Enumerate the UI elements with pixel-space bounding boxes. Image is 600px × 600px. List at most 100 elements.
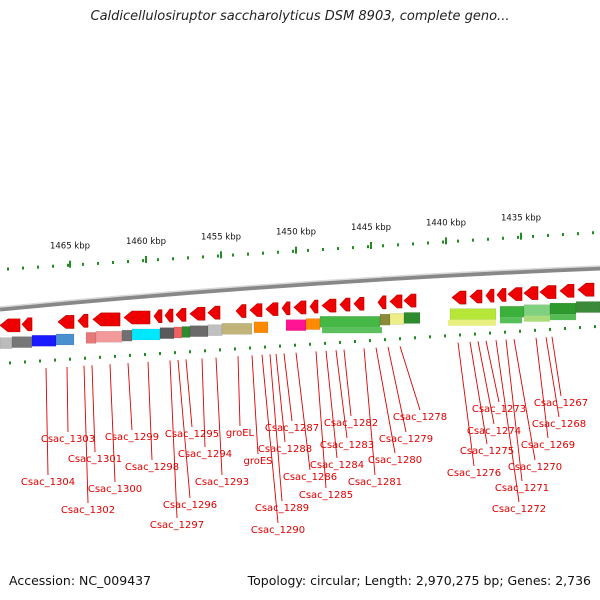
gene-arrow[interactable]: [353, 296, 365, 311]
feature-bar[interactable]: [550, 314, 576, 321]
gene-arrow[interactable]: [403, 293, 417, 308]
gene-label[interactable]: Csac_1284: [310, 460, 364, 471]
gene-label[interactable]: Csac_1288: [258, 444, 312, 455]
gene-label[interactable]: Csac_1289: [255, 503, 309, 514]
gene-label[interactable]: Csac_1269: [521, 440, 575, 451]
gene-arrow[interactable]: [321, 298, 337, 313]
gene-label[interactable]: Csac_1287: [265, 423, 319, 434]
gene-arrow[interactable]: [577, 282, 595, 297]
feature-bar[interactable]: [95, 330, 123, 343]
gene-label[interactable]: Csac_1299: [105, 432, 159, 443]
gene-arrow[interactable]: [507, 287, 523, 301]
feature-bar[interactable]: [319, 316, 381, 328]
gene-label[interactable]: Csac_1268: [532, 419, 586, 430]
gene-label[interactable]: Csac_1302: [61, 505, 115, 516]
gene-arrow[interactable]: [92, 312, 121, 327]
gene-arrow[interactable]: [496, 288, 507, 302]
feature-bar[interactable]: [221, 323, 253, 335]
feature-bar[interactable]: [524, 315, 550, 322]
gene-label[interactable]: groEL: [226, 428, 255, 439]
gene-arrow[interactable]: [469, 289, 483, 304]
feature-bar[interactable]: [285, 319, 307, 331]
gene-label[interactable]: Csac_1286: [283, 472, 337, 483]
gene-label[interactable]: Csac_1304: [21, 477, 75, 488]
gene-arrow[interactable]: [339, 297, 351, 312]
feature-bar[interactable]: [55, 333, 75, 346]
feature-bar[interactable]: [0, 337, 13, 349]
feature-bar[interactable]: [31, 335, 57, 347]
gene-arrow[interactable]: [523, 286, 539, 300]
gene-label[interactable]: Csac_1272: [492, 504, 546, 515]
feature-bar[interactable]: [207, 324, 223, 336]
gene-label[interactable]: Csac_1301: [68, 454, 122, 465]
gene-arrow[interactable]: [485, 288, 495, 303]
gene-label[interactable]: Csac_1303: [41, 434, 95, 445]
feature-bar[interactable]: [403, 312, 421, 324]
feature-bar[interactable]: [305, 318, 321, 330]
gene-label[interactable]: Csac_1298: [125, 462, 179, 473]
feature-bar[interactable]: [253, 321, 269, 334]
feature-bar[interactable]: [379, 313, 391, 326]
feature-bar[interactable]: [500, 317, 522, 324]
gene-label[interactable]: Csac_1294: [178, 449, 232, 460]
feature-bar[interactable]: [173, 326, 183, 339]
gene-label[interactable]: Csac_1293: [195, 477, 249, 488]
gene-label[interactable]: Csac_1296: [163, 500, 217, 511]
gene-label[interactable]: Csac_1281: [348, 477, 402, 488]
gene-label[interactable]: Csac_1295: [165, 429, 219, 440]
feature-bar[interactable]: [121, 329, 133, 342]
feature-bar[interactable]: [131, 328, 161, 341]
feature-bar[interactable]: [181, 326, 191, 338]
feature-bar[interactable]: [189, 325, 209, 337]
gene-label[interactable]: Csac_1290: [251, 525, 305, 536]
gene-arrow[interactable]: [281, 301, 291, 316]
gene-label[interactable]: groES: [243, 456, 272, 467]
feature-bar[interactable]: [85, 332, 97, 344]
feature-bar[interactable]: [523, 304, 551, 316]
gene-label[interactable]: Csac_1300: [88, 484, 142, 495]
gene-arrow[interactable]: [293, 300, 307, 315]
gene-arrow[interactable]: [235, 304, 247, 318]
feature-bar[interactable]: [11, 336, 33, 348]
gene-arrow[interactable]: [309, 299, 319, 314]
feature-bar[interactable]: [389, 313, 405, 325]
gene-arrow[interactable]: [265, 302, 279, 316]
gene-arrow[interactable]: [57, 315, 75, 329]
gene-label[interactable]: Csac_1267: [534, 398, 588, 409]
gene-arrow[interactable]: [0, 318, 21, 333]
feature-bar[interactable]: [449, 308, 497, 320]
gene-arrow[interactable]: [377, 295, 387, 310]
gene-label[interactable]: Csac_1280: [368, 455, 422, 466]
gene-arrow[interactable]: [249, 303, 263, 317]
gene-arrow[interactable]: [207, 305, 221, 320]
gene-label[interactable]: Csac_1276: [447, 468, 501, 479]
gene-label[interactable]: Csac_1282: [324, 418, 378, 429]
gene-label[interactable]: Csac_1275: [460, 446, 514, 457]
gene-arrow[interactable]: [451, 290, 467, 305]
gene-label[interactable]: Csac_1279: [379, 434, 433, 445]
gene-arrow[interactable]: [164, 308, 174, 323]
feature-bar[interactable]: [499, 306, 525, 318]
gene-arrow[interactable]: [153, 309, 163, 324]
gene-arrow[interactable]: [77, 314, 89, 328]
feature-bar[interactable]: [322, 327, 382, 334]
gene-arrow[interactable]: [123, 310, 151, 325]
feature-bar[interactable]: [159, 327, 175, 339]
gene-label[interactable]: Csac_1297: [150, 520, 204, 531]
feature-bar[interactable]: [448, 319, 496, 326]
gene-label[interactable]: Csac_1271: [495, 483, 549, 494]
gene-arrow[interactable]: [21, 317, 33, 332]
gene-label[interactable]: Csac_1283: [320, 440, 374, 451]
gene-label[interactable]: Csac_1285: [299, 490, 353, 501]
feature-bar[interactable]: [575, 301, 600, 313]
gene-label[interactable]: Csac_1273: [472, 404, 526, 415]
gene-arrow[interactable]: [389, 294, 403, 309]
gene-label[interactable]: Csac_1274: [467, 426, 521, 437]
gene-arrow[interactable]: [175, 307, 187, 322]
feature-bar[interactable]: [549, 302, 577, 315]
gene-label[interactable]: Csac_1270: [508, 462, 562, 473]
gene-label[interactable]: Csac_1278: [393, 412, 447, 423]
gene-arrow[interactable]: [189, 306, 206, 321]
gene-arrow[interactable]: [539, 285, 557, 299]
